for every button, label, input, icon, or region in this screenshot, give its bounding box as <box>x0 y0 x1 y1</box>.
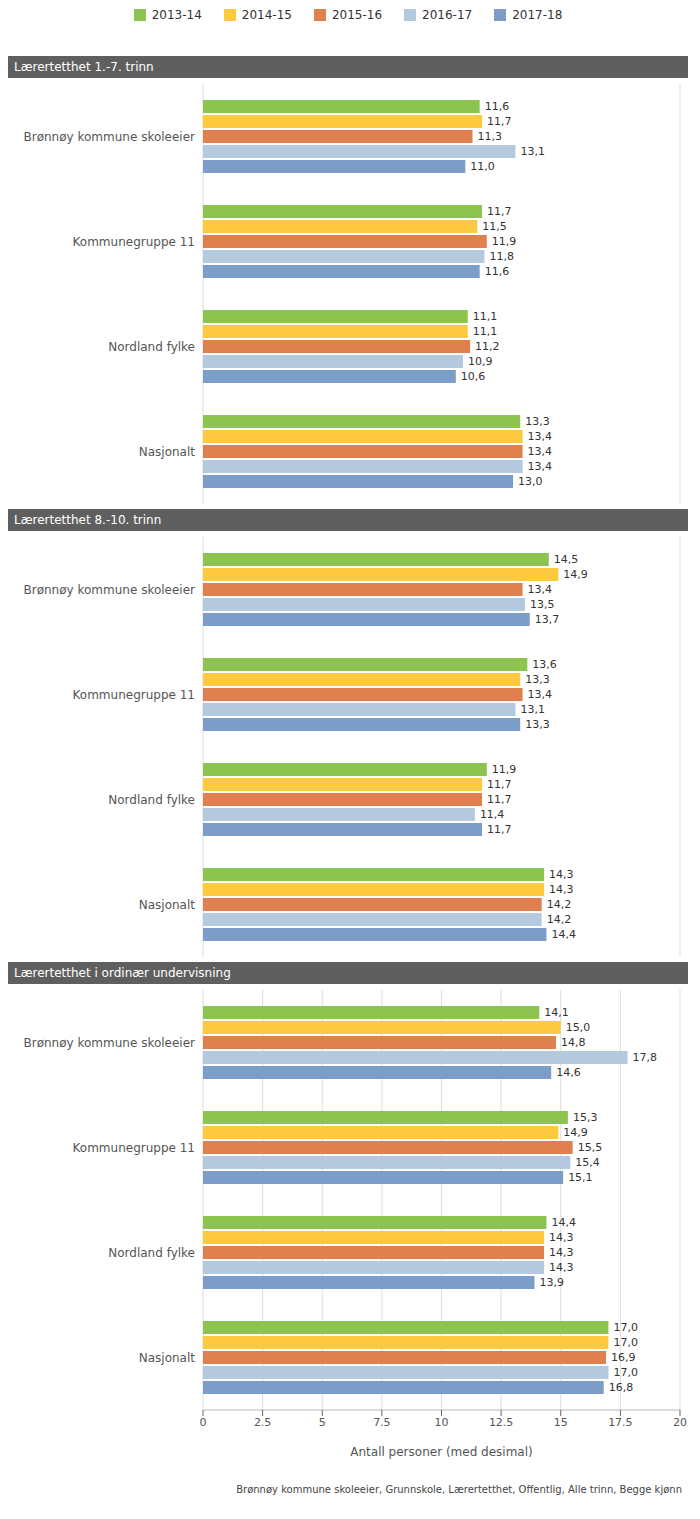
svg-text:11,6: 11,6 <box>485 265 510 278</box>
svg-text:15: 15 <box>554 1416 568 1429</box>
svg-text:15,0: 15,0 <box>566 1021 591 1034</box>
svg-text:Nordland fylke: Nordland fylke <box>108 793 195 807</box>
svg-text:14,3: 14,3 <box>549 1231 574 1244</box>
svg-text:13,4: 13,4 <box>528 430 553 443</box>
svg-text:11,9: 11,9 <box>492 235 517 248</box>
svg-text:14,4: 14,4 <box>551 1216 576 1229</box>
svg-text:11,4: 11,4 <box>480 808 505 821</box>
svg-text:Nordland fylke: Nordland fylke <box>108 1246 195 1260</box>
svg-text:17,0: 17,0 <box>613 1366 638 1379</box>
html-text:2016-17: 2016-17 <box>422 8 473 22</box>
svg-text:10,9: 10,9 <box>468 355 493 368</box>
svg-text:11,7: 11,7 <box>487 778 512 791</box>
svg-text:Nasjonalt: Nasjonalt <box>139 1351 196 1365</box>
svg-text:7.5: 7.5 <box>373 1416 391 1429</box>
svg-text:11,7: 11,7 <box>487 793 512 806</box>
svg-text:Brønnøy kommune skoleeier: Brønnøy kommune skoleeier <box>24 583 196 597</box>
html-text:2017-18: 2017-18 <box>512 8 563 22</box>
svg-text:14,1: 14,1 <box>544 1006 569 1019</box>
svg-text:Kommunegruppe 11: Kommunegruppe 11 <box>73 235 195 249</box>
svg-text:17,0: 17,0 <box>613 1336 638 1349</box>
svg-text:10: 10 <box>435 1416 449 1429</box>
svg-text:13,0: 13,0 <box>518 475 543 488</box>
svg-text:14,3: 14,3 <box>549 883 574 896</box>
svg-text:13,7: 13,7 <box>535 613 560 626</box>
svg-text:11,0: 11,0 <box>470 160 495 173</box>
svg-text:Kommunegruppe 11: Kommunegruppe 11 <box>73 1141 195 1155</box>
svg-text:14,2: 14,2 <box>547 913 572 926</box>
svg-text:0: 0 <box>200 1416 207 1429</box>
html-text:Lærertetthet 1.-7. trinn: Lærertetthet 1.-7. trinn <box>14 60 154 74</box>
svg-text:11,8: 11,8 <box>489 250 514 263</box>
svg-text:13,1: 13,1 <box>520 145 545 158</box>
svg-text:13,4: 13,4 <box>528 460 553 473</box>
svg-text:2.5: 2.5 <box>254 1416 272 1429</box>
svg-text:11,1: 11,1 <box>473 325 498 338</box>
svg-text:5: 5 <box>319 1416 326 1429</box>
svg-text:13,4: 13,4 <box>528 688 553 701</box>
html-text:2015-16: 2015-16 <box>331 8 383 22</box>
svg-text:14,8: 14,8 <box>561 1036 586 1049</box>
svg-text:14,9: 14,9 <box>563 1126 588 1139</box>
svg-text:13,4: 13,4 <box>528 445 553 458</box>
svg-text:15,5: 15,5 <box>578 1141 603 1154</box>
svg-text:16,9: 16,9 <box>611 1351 636 1364</box>
svg-text:13,3: 13,3 <box>525 673 550 686</box>
html-text:2013-14: 2013-14 <box>151 8 202 22</box>
svg-text:15,1: 15,1 <box>568 1171 593 1184</box>
svg-text:11,1: 11,1 <box>473 310 498 323</box>
svg-text:11,7: 11,7 <box>487 205 512 218</box>
svg-text:14,9: 14,9 <box>563 568 588 581</box>
svg-text:17,8: 17,8 <box>633 1051 658 1064</box>
svg-text:14,6: 14,6 <box>556 1066 581 1079</box>
svg-text:13,1: 13,1 <box>520 703 545 716</box>
html-text:2014-15: 2014-15 <box>241 8 292 22</box>
svg-text:10,6: 10,6 <box>461 370 486 383</box>
svg-text:14,3: 14,3 <box>549 1261 574 1274</box>
svg-text:15,4: 15,4 <box>575 1156 600 1169</box>
html-text:Lærertetthet 8.-10. trinn: Lærertetthet 8.-10. trinn <box>14 513 162 527</box>
svg-text:12.5: 12.5 <box>489 1416 514 1429</box>
svg-text:15,3: 15,3 <box>573 1111 598 1124</box>
svg-text:13,6: 13,6 <box>532 658 557 671</box>
svg-text:Brønnøy kommune skoleeier: Brønnøy kommune skoleeier <box>24 1036 196 1050</box>
svg-text:13,4: 13,4 <box>528 583 553 596</box>
svg-text:11,5: 11,5 <box>482 220 507 233</box>
svg-text:14,4: 14,4 <box>551 928 576 941</box>
svg-text:Nordland fylke: Nordland fylke <box>108 340 195 354</box>
svg-text:14,3: 14,3 <box>549 1246 574 1259</box>
svg-text:14,3: 14,3 <box>549 868 574 881</box>
svg-text:20: 20 <box>673 1416 687 1429</box>
svg-text:11,3: 11,3 <box>478 130 503 143</box>
svg-text:Nasjonalt: Nasjonalt <box>139 445 196 459</box>
svg-text:11,2: 11,2 <box>475 340 500 353</box>
svg-text:13,3: 13,3 <box>525 415 550 428</box>
svg-text:Nasjonalt: Nasjonalt <box>139 898 196 912</box>
svg-text:Antall personer (med desimal): Antall personer (med desimal) <box>350 1445 532 1459</box>
svg-text:17.5: 17.5 <box>608 1416 633 1429</box>
svg-text:16,8: 16,8 <box>609 1381 634 1394</box>
svg-text:11,6: 11,6 <box>485 100 510 113</box>
svg-text:Brønnøy kommune skoleeier: Brønnøy kommune skoleeier <box>24 130 196 144</box>
svg-text:14,5: 14,5 <box>554 553 579 566</box>
html-text:Brønnøy kommune skoleeier, Gru: Brønnøy kommune skoleeier, Grunnskole, L… <box>236 1484 682 1495</box>
html-text:Lærertetthet i ordinær undervi: Lærertetthet i ordinær undervisning <box>14 966 231 980</box>
svg-text:13,9: 13,9 <box>540 1276 565 1289</box>
svg-text:11,9: 11,9 <box>492 763 517 776</box>
svg-text:17,0: 17,0 <box>613 1321 638 1334</box>
svg-text:13,3: 13,3 <box>525 718 550 731</box>
svg-text:11,7: 11,7 <box>487 823 512 836</box>
svg-text:14,2: 14,2 <box>547 898 572 911</box>
svg-text:13,5: 13,5 <box>530 598 555 611</box>
svg-text:11,7: 11,7 <box>487 115 512 128</box>
svg-text:Kommunegruppe 11: Kommunegruppe 11 <box>73 688 195 702</box>
